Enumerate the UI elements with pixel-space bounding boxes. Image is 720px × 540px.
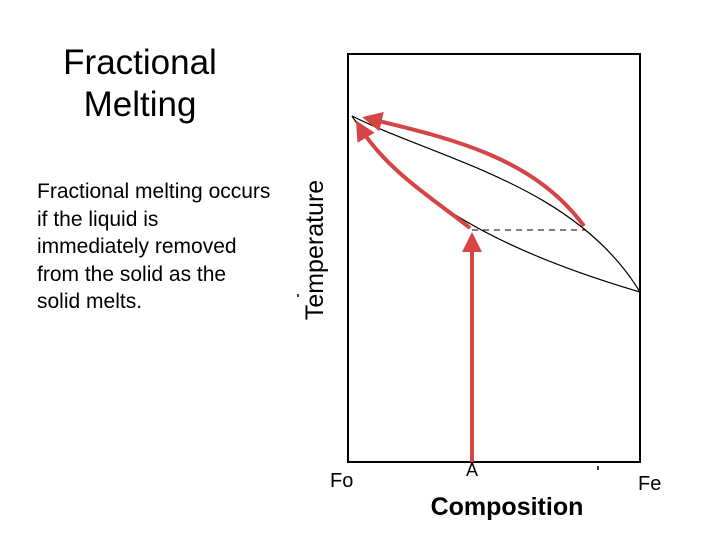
solidus-path-arrow — [355, 120, 472, 230]
solidus-curve — [351, 115, 641, 293]
liquidus-curve — [351, 115, 641, 293]
diagram-frame — [347, 53, 641, 463]
slide-title-line-2: Melting — [83, 85, 197, 124]
composition-a-label: A — [466, 460, 478, 480]
fo-label: Fo — [330, 470, 353, 492]
slide-body-text: Fractional melting occurs if the liquid … — [37, 180, 271, 313]
x-axis-label: Composition — [431, 493, 584, 521]
fe-label: Fe — [638, 473, 661, 495]
liquidus-path-arrow — [362, 111, 586, 228]
slide-title-line-1: Fractional — [63, 43, 217, 82]
y-axis-label: Temperature — [301, 180, 329, 320]
slide-title: Fractional Melting — [40, 42, 240, 126]
